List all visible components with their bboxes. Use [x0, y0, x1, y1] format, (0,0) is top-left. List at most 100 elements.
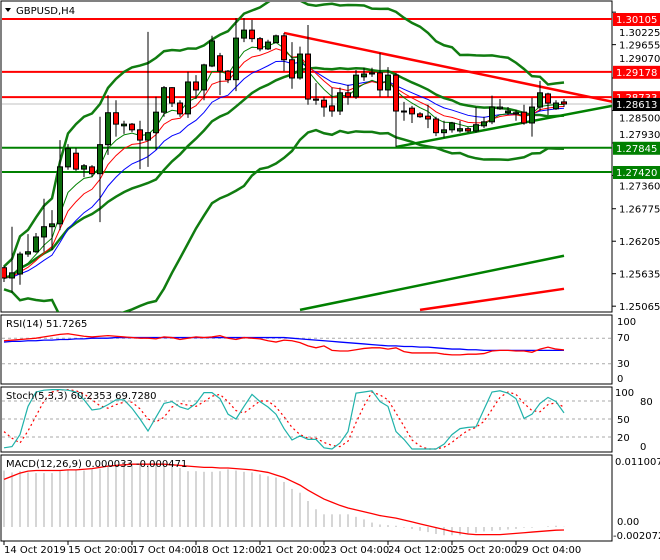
- candle: [337, 87, 343, 116]
- candle-body-bullish: [505, 110, 511, 114]
- candle: [425, 104, 431, 129]
- candle-body-bearish: [561, 101, 567, 105]
- price-axis-label: 1.29655: [619, 41, 660, 52]
- candle-body-bullish: [449, 122, 455, 131]
- candle: [57, 140, 63, 231]
- candle-body-bearish: [257, 38, 263, 50]
- candle: [513, 109, 519, 121]
- main-price-panel[interactable]: [2, 0, 613, 324]
- candle-body-bullish: [25, 251, 31, 255]
- candle: [305, 24, 311, 105]
- candle: [545, 92, 551, 116]
- candle-body-bearish: [329, 105, 335, 112]
- candle-body-bearish: [169, 87, 175, 104]
- symbol-title: GBPUSD,H4: [16, 6, 75, 17]
- candle-body-bullish: [33, 236, 39, 253]
- macd-tick-zero: 0.00: [617, 517, 639, 528]
- candle-body-bullish: [297, 53, 303, 79]
- candle: [9, 226, 15, 293]
- candle-body-bullish: [105, 112, 111, 146]
- candle: [193, 75, 199, 100]
- rsi-tick-30: 30: [617, 359, 630, 370]
- symbol-dropdown-icon[interactable]: [5, 8, 11, 12]
- candle-body-bullish: [265, 41, 271, 50]
- time-axis-label: 29 Oct 04:00: [516, 545, 581, 556]
- candle: [441, 120, 447, 138]
- long-moving-average: [299, 254, 565, 312]
- price-axis-label: 1.25635: [619, 270, 660, 281]
- candle: [321, 96, 327, 117]
- candle-body-bullish: [209, 40, 215, 67]
- level-price-tag: [613, 65, 660, 79]
- candle-body-bearish: [401, 110, 407, 113]
- candle: [2, 266, 7, 282]
- candle: [129, 122, 135, 133]
- time-axis-label: 21 Oct 20:00: [260, 545, 325, 556]
- candle: [241, 18, 247, 43]
- candle: [417, 112, 423, 118]
- candle-body-bearish: [417, 113, 423, 118]
- stoch-panel[interactable]: [2, 388, 612, 450]
- rsi-signal-line: [3, 336, 564, 352]
- candle-body-bullish: [361, 73, 367, 78]
- candle: [353, 69, 359, 100]
- stoch-tick-80: 80: [640, 397, 653, 408]
- time-axis-label: 17 Oct 04:00: [132, 545, 197, 556]
- level-price-tag: [613, 165, 660, 179]
- candle-body-bullish: [121, 123, 127, 127]
- candle-body-bearish: [377, 72, 383, 91]
- candle-body-bullish: [369, 72, 375, 75]
- time-axis-label: 24 Oct 12:00: [388, 545, 453, 556]
- candle: [465, 126, 471, 133]
- macd-title: MACD(12,26,9) 0.000033 -0.000471: [6, 459, 187, 470]
- price-axis-label: 1.26775: [619, 205, 660, 216]
- level-price-label: 1.27420: [616, 168, 657, 179]
- macd-tick-max: 0.011007: [615, 457, 660, 468]
- candle: [377, 52, 383, 97]
- level-price-label: 1.29178: [616, 68, 657, 79]
- candle: [393, 72, 399, 147]
- candle-body-bearish: [433, 118, 439, 134]
- candle-body-bullish: [441, 129, 447, 134]
- candle: [561, 99, 567, 108]
- time-axis-label: 15 Oct 20:00: [68, 545, 133, 556]
- price-axis-label: 1.29070: [619, 54, 660, 65]
- candle: [153, 96, 159, 150]
- candle-body-bearish: [521, 111, 527, 124]
- candle-body-bullish: [185, 81, 191, 115]
- macd-panel[interactable]: [3, 463, 565, 536]
- candle: [505, 107, 511, 116]
- candle-body-bullish: [537, 92, 543, 108]
- candle: [481, 116, 487, 129]
- level-price-label: 1.30105: [616, 15, 657, 26]
- candle: [65, 144, 71, 170]
- macd-tick-min: -0.002072: [613, 531, 660, 542]
- candle-body-bullish: [513, 112, 519, 115]
- rsi-line: [3, 333, 565, 356]
- candle: [217, 52, 223, 96]
- price-axis-label: 1.30225: [619, 28, 660, 39]
- rsi-tick-100: 100: [617, 317, 636, 328]
- candle-body-bearish: [425, 115, 431, 120]
- candle-body-bullish: [273, 35, 279, 44]
- candle-body-bearish: [305, 53, 311, 100]
- price-axis-label: 1.27360: [619, 181, 660, 192]
- rsi-panel[interactable]: [2, 333, 612, 365]
- candle: [265, 39, 271, 51]
- candle-body-bullish: [529, 106, 535, 124]
- rsi-tick-0: 0: [617, 374, 623, 385]
- candle: [81, 164, 87, 178]
- price-axis-label: 1.25065: [619, 302, 660, 313]
- candle-body-bearish: [249, 29, 255, 40]
- macd-panel-frame: [0, 454, 613, 542]
- candle: [113, 100, 119, 137]
- candle: [145, 31, 151, 167]
- candle-body-bullish: [41, 226, 47, 238]
- candle: [473, 107, 479, 133]
- candle: [537, 80, 543, 112]
- bollinger-lower-band: [3, 128, 565, 312]
- candle: [401, 101, 407, 121]
- candle-body-bullish: [489, 106, 495, 123]
